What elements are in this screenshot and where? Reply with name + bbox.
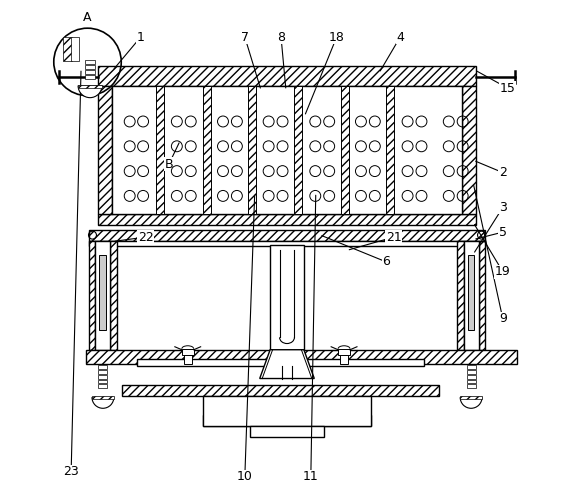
Bar	[464, 241, 479, 350]
Bar	[340, 86, 348, 214]
Bar	[340, 355, 348, 364]
Bar	[386, 86, 394, 214]
Bar	[98, 86, 113, 214]
Bar	[137, 359, 424, 366]
Text: A: A	[83, 11, 92, 24]
Bar	[95, 241, 110, 350]
Bar	[467, 370, 476, 374]
Bar	[461, 86, 476, 214]
Bar	[250, 426, 324, 437]
Bar	[98, 370, 107, 374]
Text: 2: 2	[499, 166, 507, 179]
Bar	[78, 85, 102, 88]
Bar	[88, 241, 486, 246]
Text: 9: 9	[499, 312, 507, 325]
Polygon shape	[259, 350, 315, 379]
Bar	[270, 245, 304, 350]
Bar	[338, 349, 350, 355]
Bar	[294, 86, 302, 214]
Text: 10: 10	[237, 470, 253, 483]
Bar	[85, 75, 95, 79]
Text: 7: 7	[241, 30, 249, 43]
Bar	[63, 37, 72, 61]
Bar	[85, 70, 95, 74]
Bar	[467, 365, 476, 369]
Bar	[110, 241, 117, 350]
Bar	[157, 86, 164, 214]
Bar	[98, 380, 107, 383]
Wedge shape	[78, 86, 102, 98]
Bar	[457, 241, 464, 350]
Bar	[85, 60, 95, 64]
Bar	[85, 65, 95, 69]
Text: 5: 5	[499, 226, 507, 239]
Bar	[98, 384, 107, 388]
Bar	[460, 396, 482, 399]
Text: 4: 4	[396, 30, 404, 43]
Text: 6: 6	[382, 255, 390, 268]
Bar	[203, 415, 371, 426]
Text: 21: 21	[386, 231, 402, 244]
Bar	[249, 86, 256, 214]
Text: B: B	[165, 158, 173, 171]
Text: 8: 8	[277, 30, 285, 43]
Text: 15: 15	[500, 82, 516, 95]
Bar	[184, 355, 192, 364]
Bar	[99, 255, 106, 330]
Bar	[182, 349, 193, 355]
Text: 22: 22	[138, 231, 153, 244]
Text: 3: 3	[499, 201, 507, 214]
Bar	[98, 365, 107, 369]
Bar	[98, 66, 476, 86]
Text: 19: 19	[495, 265, 511, 278]
Bar	[203, 396, 371, 426]
Wedge shape	[460, 397, 482, 408]
Text: 11: 11	[303, 470, 319, 483]
Text: 23: 23	[63, 465, 79, 479]
Bar	[98, 375, 107, 379]
Bar	[467, 380, 476, 383]
Wedge shape	[92, 397, 114, 408]
Bar	[203, 86, 211, 214]
Bar	[86, 350, 517, 364]
Bar	[92, 396, 114, 399]
Bar	[467, 384, 476, 388]
Text: 18: 18	[329, 30, 344, 43]
Bar	[122, 385, 439, 396]
Bar	[467, 375, 476, 379]
Bar	[71, 37, 79, 61]
Bar	[88, 241, 95, 350]
Bar	[98, 214, 476, 225]
Text: 1: 1	[137, 30, 145, 43]
Bar	[88, 230, 486, 241]
Bar	[468, 255, 474, 330]
Bar	[113, 86, 461, 214]
Bar	[479, 241, 486, 350]
